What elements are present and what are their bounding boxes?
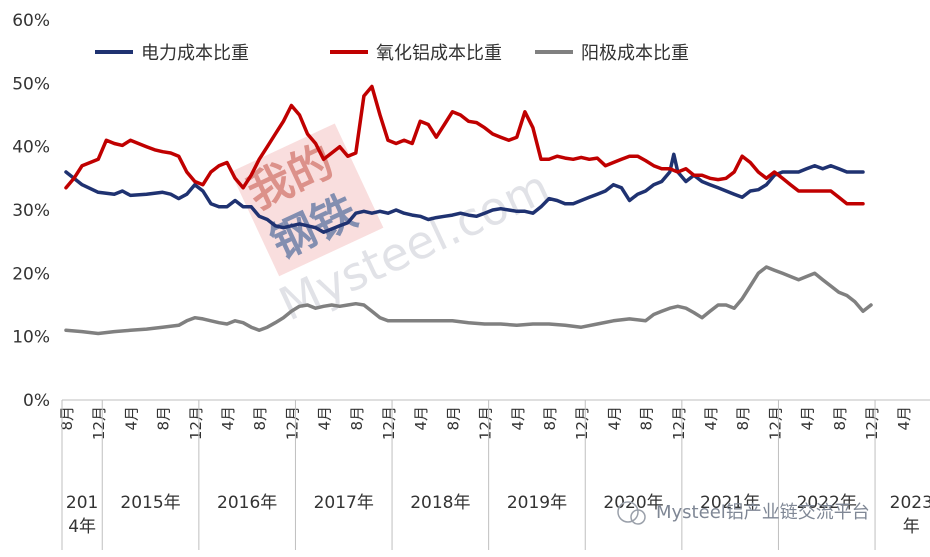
x-tick-label: 8月 xyxy=(58,406,76,431)
year-label: 201 4年 xyxy=(66,493,98,537)
x-tick-label: 12月 xyxy=(863,406,881,440)
y-tick-label: 20% xyxy=(12,264,50,284)
x-tick-label: 4月 xyxy=(219,406,237,431)
x-tick-label: 8月 xyxy=(638,406,656,431)
x-tick-label: 12月 xyxy=(670,406,688,440)
y-tick-label: 40% xyxy=(12,138,50,158)
series-layer xyxy=(64,84,873,336)
x-tick-label: 8月 xyxy=(251,406,269,431)
x-tick-label: 12月 xyxy=(283,406,301,440)
year-label: 2022年 xyxy=(797,493,857,513)
series-line xyxy=(64,265,873,336)
series-line xyxy=(64,152,865,234)
legend: 电力成本比重 氧化铝成本比重 阳极成本比重 xyxy=(95,43,689,64)
series-line xyxy=(64,84,865,206)
y-tick-label: 0% xyxy=(23,391,50,411)
x-tick-label: 12月 xyxy=(380,406,398,440)
year-label: 2021年 xyxy=(700,493,760,513)
year-label: 2016年 xyxy=(217,493,277,513)
x-tick-label: 4月 xyxy=(122,406,140,431)
x-tick-label: 8月 xyxy=(444,406,462,431)
year-label: 2015年 xyxy=(120,493,180,513)
x-tick-label: 12月 xyxy=(187,406,205,440)
watermark-logo-box xyxy=(230,123,384,277)
x-axis: 8月 12月 4月 8月 12月 4月 8月 12月 4月 8月 12月 4月 8月 12月 4月 8月 12月… xyxy=(58,399,930,550)
year-label: 2019年 xyxy=(507,493,567,513)
legend-label: 氧化铝成本比重 xyxy=(376,43,502,64)
footer-text: Mysteel铝产业链交流平台 xyxy=(656,502,870,523)
x-tick-label: 12月 xyxy=(477,406,495,440)
x-tick-label: 4月 xyxy=(702,406,720,431)
year-label: 2017年 xyxy=(314,493,374,513)
x-tick-label: 4月 xyxy=(605,406,623,431)
x-tick-label: 12月 xyxy=(90,406,108,440)
year-label: 2023 年 xyxy=(890,493,930,537)
y-tick-label: 10% xyxy=(12,328,50,348)
x-tick-label: 4月 xyxy=(895,406,913,431)
x-tick-label: 8月 xyxy=(348,406,366,431)
x-tick-label: 8月 xyxy=(155,406,173,431)
wechat-icon xyxy=(617,501,646,525)
x-tick-label: 8月 xyxy=(831,406,849,431)
x-tick-label: 4月 xyxy=(799,406,817,431)
x-tick-label: 12月 xyxy=(766,406,784,440)
x-tick-label: 4月 xyxy=(509,406,527,431)
y-tick-label: 30% xyxy=(12,201,50,221)
y-axis: 0% 10% 20% 30% 40% 50% 60% xyxy=(12,11,50,411)
y-tick-label: 60% xyxy=(12,11,50,31)
x-tick-label: 12月 xyxy=(573,406,591,440)
y-tick-label: 50% xyxy=(12,74,50,94)
x-tick-label: 4月 xyxy=(316,406,334,431)
legend-label: 阳极成本比重 xyxy=(581,43,689,64)
year-label: 2018年 xyxy=(410,493,470,513)
x-tick-label: 8月 xyxy=(734,406,752,431)
x-tick-label: 8月 xyxy=(541,406,559,431)
watermark: 我的 钢铁 Mysteel.com xyxy=(230,123,558,331)
footer-watermark: Mysteel铝产业链交流平台 xyxy=(617,501,870,525)
x-tick-label: 4月 xyxy=(412,406,430,431)
legend-label: 电力成本比重 xyxy=(141,43,249,64)
